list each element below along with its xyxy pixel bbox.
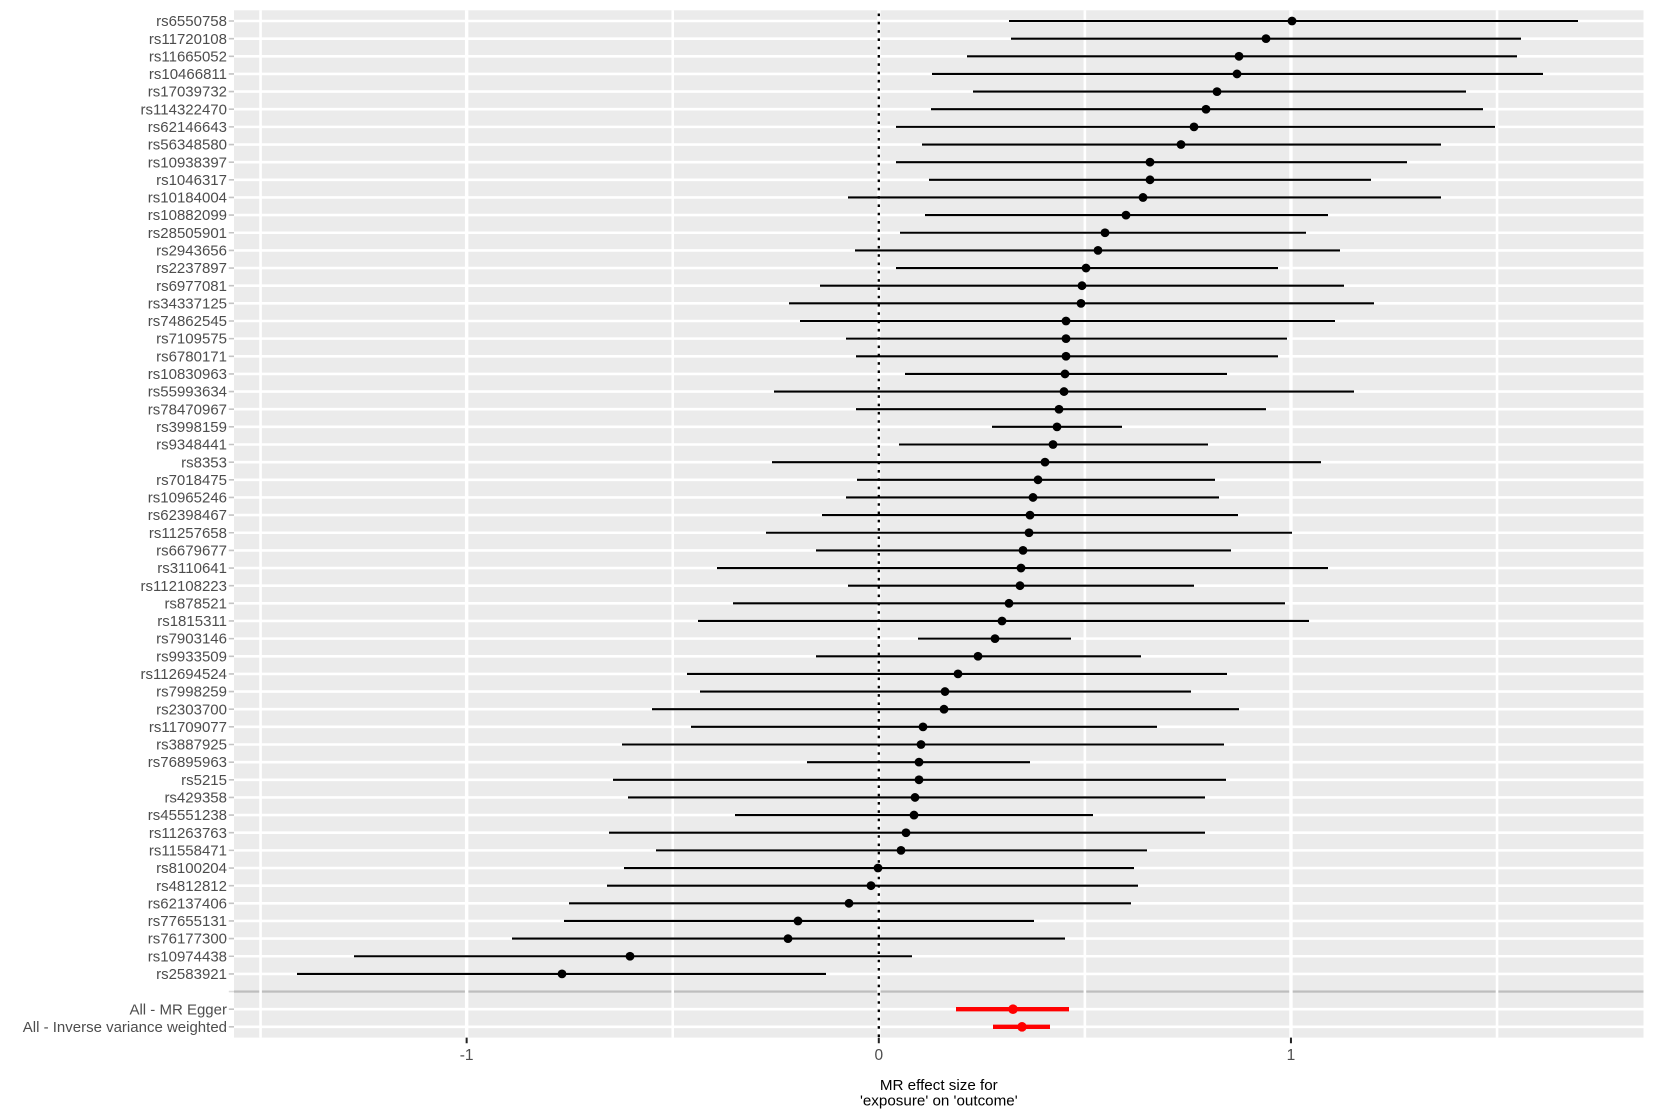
svg-text:rs4812812: rs4812812	[156, 878, 227, 895]
svg-text:rs7018475: rs7018475	[156, 472, 227, 489]
svg-text:rs34337125: rs34337125	[148, 295, 227, 312]
svg-text:rs11709077: rs11709077	[149, 719, 227, 736]
svg-text:1: 1	[1287, 1047, 1296, 1064]
svg-text:rs76177300: rs76177300	[148, 931, 227, 948]
svg-text:rs45551238: rs45551238	[148, 807, 227, 824]
svg-text:rs10938397: rs10938397	[148, 154, 227, 171]
svg-text:rs5215: rs5215	[181, 772, 227, 789]
svg-text:rs6780171: rs6780171	[156, 348, 227, 365]
svg-text:rs11720108: rs11720108	[149, 31, 227, 48]
svg-text:rs6679677: rs6679677	[156, 542, 227, 559]
svg-text:rs878521: rs878521	[164, 595, 227, 612]
svg-text:rs9933509: rs9933509	[156, 648, 227, 665]
svg-text:MR effect size for: MR effect size for	[880, 1077, 998, 1094]
svg-text:rs7998259: rs7998259	[156, 684, 227, 701]
svg-text:rs11263763: rs11263763	[149, 825, 227, 842]
svg-text:-1: -1	[460, 1047, 474, 1064]
svg-text:rs11257658: rs11257658	[149, 525, 227, 542]
svg-text:rs3998159: rs3998159	[156, 419, 227, 436]
svg-text:rs10184004: rs10184004	[148, 190, 227, 207]
svg-text:'exposure' on 'outcome': 'exposure' on 'outcome'	[860, 1092, 1018, 1109]
svg-text:All - MR Egger: All - MR Egger	[129, 1001, 227, 1018]
svg-text:rs76895963: rs76895963	[148, 754, 227, 771]
svg-text:rs10466811: rs10466811	[149, 66, 227, 83]
svg-text:rs2303700: rs2303700	[156, 701, 227, 718]
svg-text:rs7109575: rs7109575	[156, 331, 227, 348]
svg-text:rs28505901: rs28505901	[148, 225, 227, 242]
svg-text:rs2943656: rs2943656	[156, 243, 227, 260]
svg-text:rs10965246: rs10965246	[148, 490, 227, 507]
svg-text:rs62398467: rs62398467	[148, 507, 227, 524]
svg-text:rs1046317: rs1046317	[156, 172, 227, 189]
svg-text:rs62137406: rs62137406	[148, 895, 227, 912]
svg-text:rs10882099: rs10882099	[148, 207, 227, 224]
svg-text:rs62146643: rs62146643	[148, 119, 227, 136]
svg-text:rs114322470: rs114322470	[141, 101, 227, 118]
svg-text:rs8100204: rs8100204	[156, 860, 227, 877]
svg-text:rs77655131: rs77655131	[148, 913, 227, 930]
svg-text:rs55993634: rs55993634	[148, 384, 227, 401]
svg-text:rs2237897: rs2237897	[156, 260, 227, 277]
svg-text:rs74862545: rs74862545	[148, 313, 227, 330]
svg-text:rs429358: rs429358	[164, 790, 227, 807]
svg-text:rs10974438: rs10974438	[148, 948, 227, 965]
svg-text:rs8353: rs8353	[181, 454, 227, 471]
svg-text:rs3887925: rs3887925	[156, 737, 227, 754]
svg-text:rs17039732: rs17039732	[148, 84, 227, 101]
svg-text:All - Inverse variance weighte: All - Inverse variance weighted	[23, 1019, 227, 1036]
svg-text:rs78470967: rs78470967	[148, 401, 227, 418]
svg-text:rs6550758: rs6550758	[156, 13, 227, 30]
svg-text:rs11665052: rs11665052	[149, 48, 227, 65]
svg-text:rs56348580: rs56348580	[148, 137, 227, 154]
svg-text:rs1815311: rs1815311	[157, 613, 227, 630]
svg-text:rs112108223: rs112108223	[141, 578, 227, 595]
svg-text:rs10830963: rs10830963	[148, 366, 227, 383]
svg-text:rs6977081: rs6977081	[156, 278, 227, 295]
svg-text:rs7903146: rs7903146	[156, 631, 227, 648]
svg-text:rs9348441: rs9348441	[156, 437, 227, 454]
svg-text:rs2583921: rs2583921	[156, 966, 227, 983]
svg-text:rs112694524: rs112694524	[141, 666, 227, 683]
svg-text:rs3110641: rs3110641	[157, 560, 227, 577]
svg-text:rs11558471: rs11558471	[149, 842, 227, 859]
svg-text:0: 0	[874, 1047, 883, 1064]
